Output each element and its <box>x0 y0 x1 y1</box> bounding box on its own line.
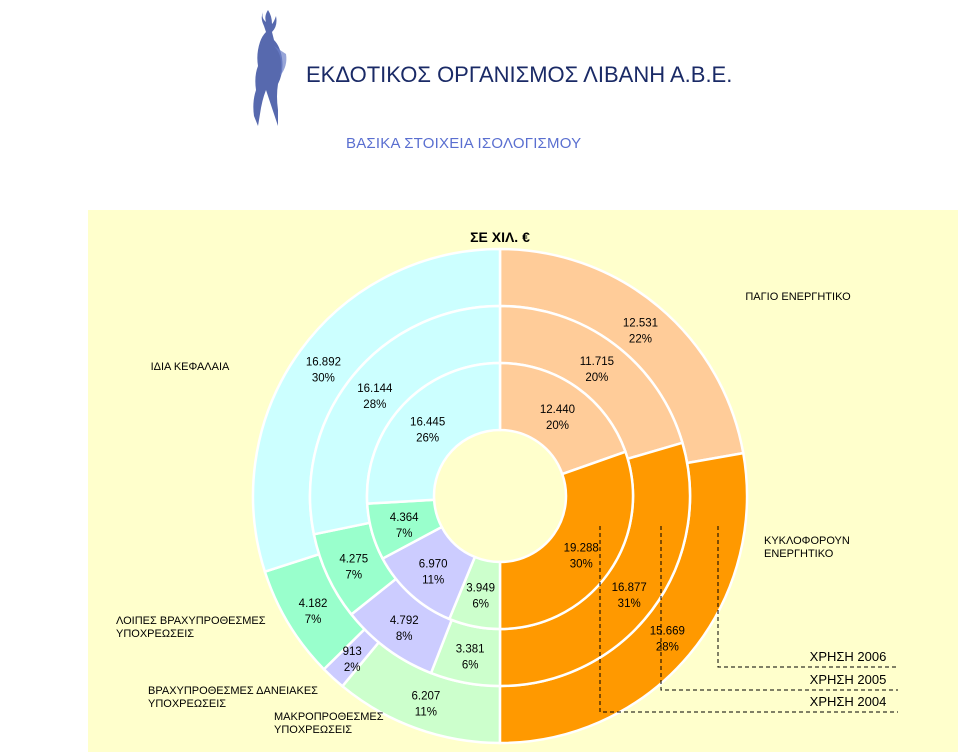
percent-label: 6% <box>472 599 489 611</box>
category-label-loipes: ΛΟΙΠΕΣ ΒΡΑΧΥΠΡΟΘΕΣΜΕΣ ΥΠΟΧΡΕΩΣΕΙΣ <box>116 615 266 640</box>
slice-χρηση-2006-0 <box>498 361 628 476</box>
value-label: 4.364 <box>390 512 419 524</box>
percent-label: 7% <box>396 528 413 540</box>
value-label: 4.182 <box>299 598 328 610</box>
percent-label: 30% <box>312 372 335 384</box>
legend-leader-line <box>717 526 898 668</box>
value-label: 3.381 <box>456 644 485 656</box>
value-label: 6.207 <box>411 691 440 703</box>
category-label-daneiakes: ΒΡΑΧΥΠΡΟΘΕΣΜΕΣ ΔΑΝΕΙΑΚΕΣ ΥΠΟΧΡΕΩΣΕΙΣ <box>148 685 318 710</box>
category-label-makroprothesmes: ΜΑΚΡΟΠΡΟΘΕΣΜΕΣ ΥΠΟΧΡΕΩΣΕΙΣ <box>274 711 384 736</box>
value-label: 12.531 <box>623 318 658 330</box>
percent-label: 22% <box>629 334 652 346</box>
percent-label: 2% <box>344 662 361 674</box>
percent-label: 11% <box>422 575 444 587</box>
slice-χρηση-2006-1 <box>498 450 635 631</box>
percent-label: 31% <box>618 598 641 610</box>
category-label-kykloforoun: ΚΥΚΛΟΦΟΡΟΥΝ ΕΝΕΡΓΗΤΙΚΟ <box>764 535 850 560</box>
chart-panel: ΣΕ ΧΙΛ. € 12.531 22% 15.669 28% 6.207 11% 913 2%… <box>88 210 958 752</box>
legend-entry: ΧΡΗΣΗ 2004 <box>810 694 887 709</box>
value-label: 3.949 <box>466 583 495 595</box>
percent-label: 28% <box>656 641 679 653</box>
page-subtitle: ΒΑΣΙΚΑ ΣΤΟΙΧΕΙΑ ΙΣΟΛΟΓΙΣΜΟΥ <box>346 135 582 152</box>
percent-label: 7% <box>305 614 322 626</box>
value-label: 16.877 <box>612 582 647 594</box>
value-label: 6.970 <box>419 559 448 571</box>
legend-leader-line <box>660 526 898 691</box>
percent-label: 26% <box>416 433 439 445</box>
value-label: 16.445 <box>410 417 445 429</box>
percent-label: 7% <box>345 569 362 581</box>
value-label: 19.288 <box>564 542 599 554</box>
percent-label: 11% <box>415 707 437 719</box>
value-label: 11.715 <box>580 356 614 368</box>
value-label: 4.792 <box>390 615 419 627</box>
legend-entry: ΧΡΗΣΗ 2006 <box>810 649 887 664</box>
balance-sheet-doughnut-chart: ΣΕ ΧΙΛ. € 12.531 22% 15.669 28% 6.207 11% 913 2%… <box>116 229 898 745</box>
category-label-idia-kefalaia: ΙΔΙΑ ΚΕΦΑΛΑΙΑ <box>151 361 230 373</box>
category-label-pagio: ΠΑΓΙΟ ΕΝΕΡΓΗΤΙΚΟ <box>745 291 851 303</box>
percent-label: 20% <box>585 372 608 384</box>
percent-label: 6% <box>462 660 479 672</box>
percent-label: 8% <box>396 631 413 643</box>
percent-label: 28% <box>363 399 386 411</box>
percent-label: 20% <box>546 420 569 432</box>
company-title: ΕΚΔΟΤΙΚΟΣ ΟΡΓΑΝΙΣΜΟΣ ΛΙΒΑΝΗ Α.Β.Ε. <box>306 62 733 87</box>
value-label: 913 <box>343 646 362 658</box>
slice-χρηση-2006-5 <box>365 361 502 505</box>
value-label: 15.669 <box>650 625 685 637</box>
value-label: 16.892 <box>306 356 341 368</box>
legend-leader-line <box>599 526 898 713</box>
value-label: 16.144 <box>357 383 393 395</box>
legend-entry: ΧΡΗΣΗ 2005 <box>810 672 887 687</box>
percent-label: 30% <box>570 558 593 570</box>
deer-logo <box>253 10 287 126</box>
value-label: 12.440 <box>540 404 575 416</box>
value-label: 4.275 <box>339 553 368 565</box>
chart-title: ΣΕ ΧΙΛ. € <box>470 229 530 245</box>
